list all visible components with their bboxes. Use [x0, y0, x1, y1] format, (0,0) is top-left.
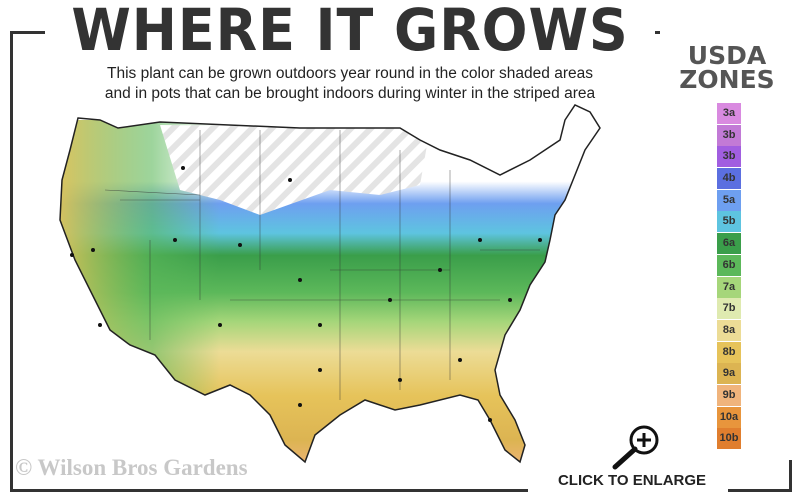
- legend-zone-3b: 3b: [717, 146, 741, 168]
- legend-zone-9b: 9b: [717, 384, 741, 406]
- legend-zone-9a: 9a: [717, 363, 741, 385]
- striped-area: [160, 125, 430, 215]
- legend-zone-5b: 5b: [717, 211, 741, 233]
- zone-legend: 3a 3b 3b 4b 5a 5b 6a 6b 7a 7b 8a 8b 9a 9b 10a 10b: [717, 103, 741, 450]
- title-gap: [45, 0, 655, 40]
- page-title: WHERE IT GROWS: [71, 0, 629, 64]
- legend-title-line-1: USDA: [687, 41, 767, 70]
- legend-zone-5a: 5a: [717, 189, 741, 211]
- legend-zone-8b: 8b: [717, 341, 741, 363]
- subtitle-line-1: This plant can be grown outdoors year ro…: [107, 65, 593, 82]
- click-to-enlarge-button[interactable]: CLICK TO ENLARGE: [557, 472, 707, 489]
- legend-zone-10a: 10a: [717, 406, 741, 428]
- magnifier-plus-icon[interactable]: [606, 423, 666, 471]
- subtitle: This plant can be grown outdoors year ro…: [40, 64, 660, 104]
- legend-zone-7b: 7b: [717, 298, 741, 320]
- state-lines: [104, 130, 540, 400]
- legend-zone-8a: 8a: [717, 319, 741, 341]
- legend-title-line-2: ZONES: [679, 65, 775, 94]
- legend-zone-3b: 3b: [717, 124, 741, 146]
- legend-zone-7a: 7a: [717, 276, 741, 298]
- legend-title: USDA ZONES: [672, 41, 782, 94]
- legend-zone-3a: 3a: [717, 103, 741, 124]
- legend-zone-10b: 10b: [717, 428, 741, 450]
- legend-zone-4b: 4b: [717, 168, 741, 190]
- city-dots: [70, 166, 542, 422]
- watermark: © Wilson Bros Gardens: [15, 455, 248, 480]
- subtitle-line-2: and in pots that can be brought indoors …: [104, 85, 596, 102]
- legend-zone-6a: 6a: [717, 233, 741, 255]
- legend-zone-6b: 6b: [717, 254, 741, 276]
- enlarge-gap: [528, 470, 728, 500]
- south-florida: [525, 430, 560, 462]
